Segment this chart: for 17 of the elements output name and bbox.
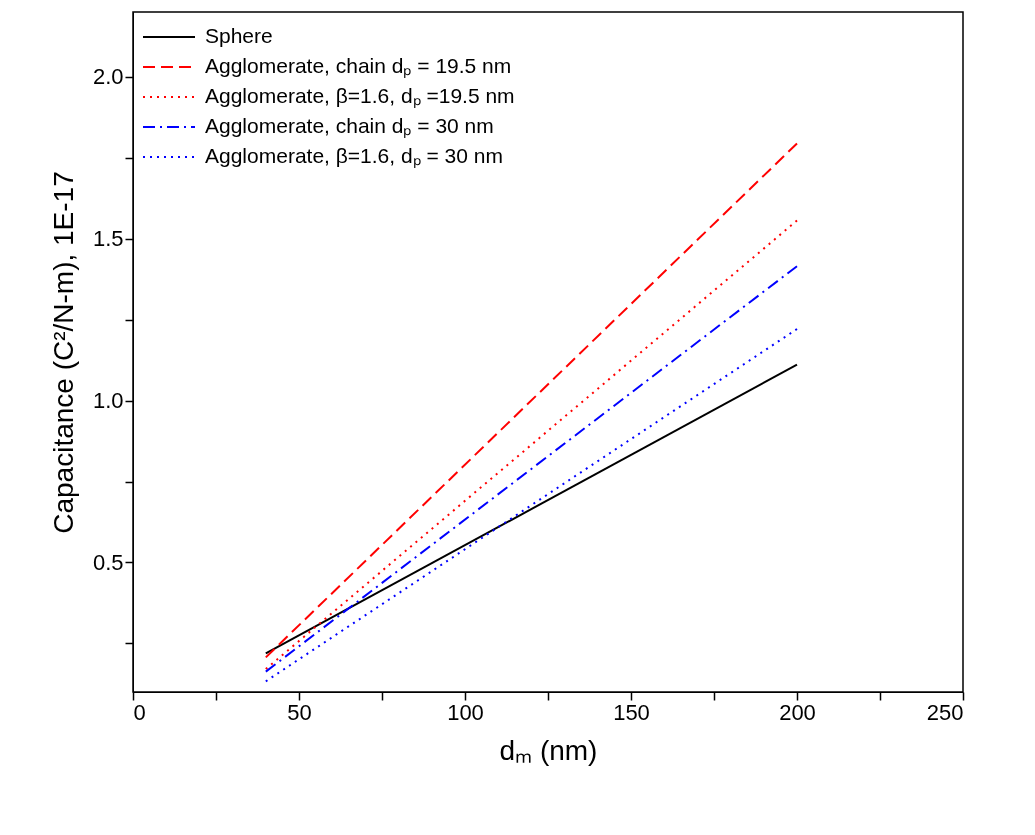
legend-label: Agglomerate, chain dₚ = 30 nm (205, 114, 494, 139)
x-tick-label: 150 (613, 699, 650, 725)
x-tick-label: 200 (779, 699, 816, 725)
legend-label: Agglomerate, β=1.6, dₚ = 30 nm (205, 144, 503, 169)
x-axis-title: dₘ (nm) (499, 734, 598, 766)
y-tick-label: 0.5 (92, 549, 124, 575)
y-tick-label: 1.5 (92, 226, 124, 252)
legend-label: Sphere (205, 24, 273, 47)
legend-label: Agglomerate, β=1.6, dₚ =19.5 nm (205, 84, 515, 109)
x-tick-label: 50 (287, 699, 312, 725)
y-tick-label: 1.0 (92, 388, 124, 414)
x-tick-label: 0 (133, 699, 146, 725)
x-tick-label: 250 (926, 699, 964, 725)
legend-label: Agglomerate, chain dₚ = 19.5 nm (205, 54, 512, 79)
y-tick-label: 2.0 (92, 64, 124, 90)
y-axis-title: Capacitance (C²/N-m), 1E-17 (47, 171, 79, 534)
x-tick-label: 100 (447, 699, 484, 725)
